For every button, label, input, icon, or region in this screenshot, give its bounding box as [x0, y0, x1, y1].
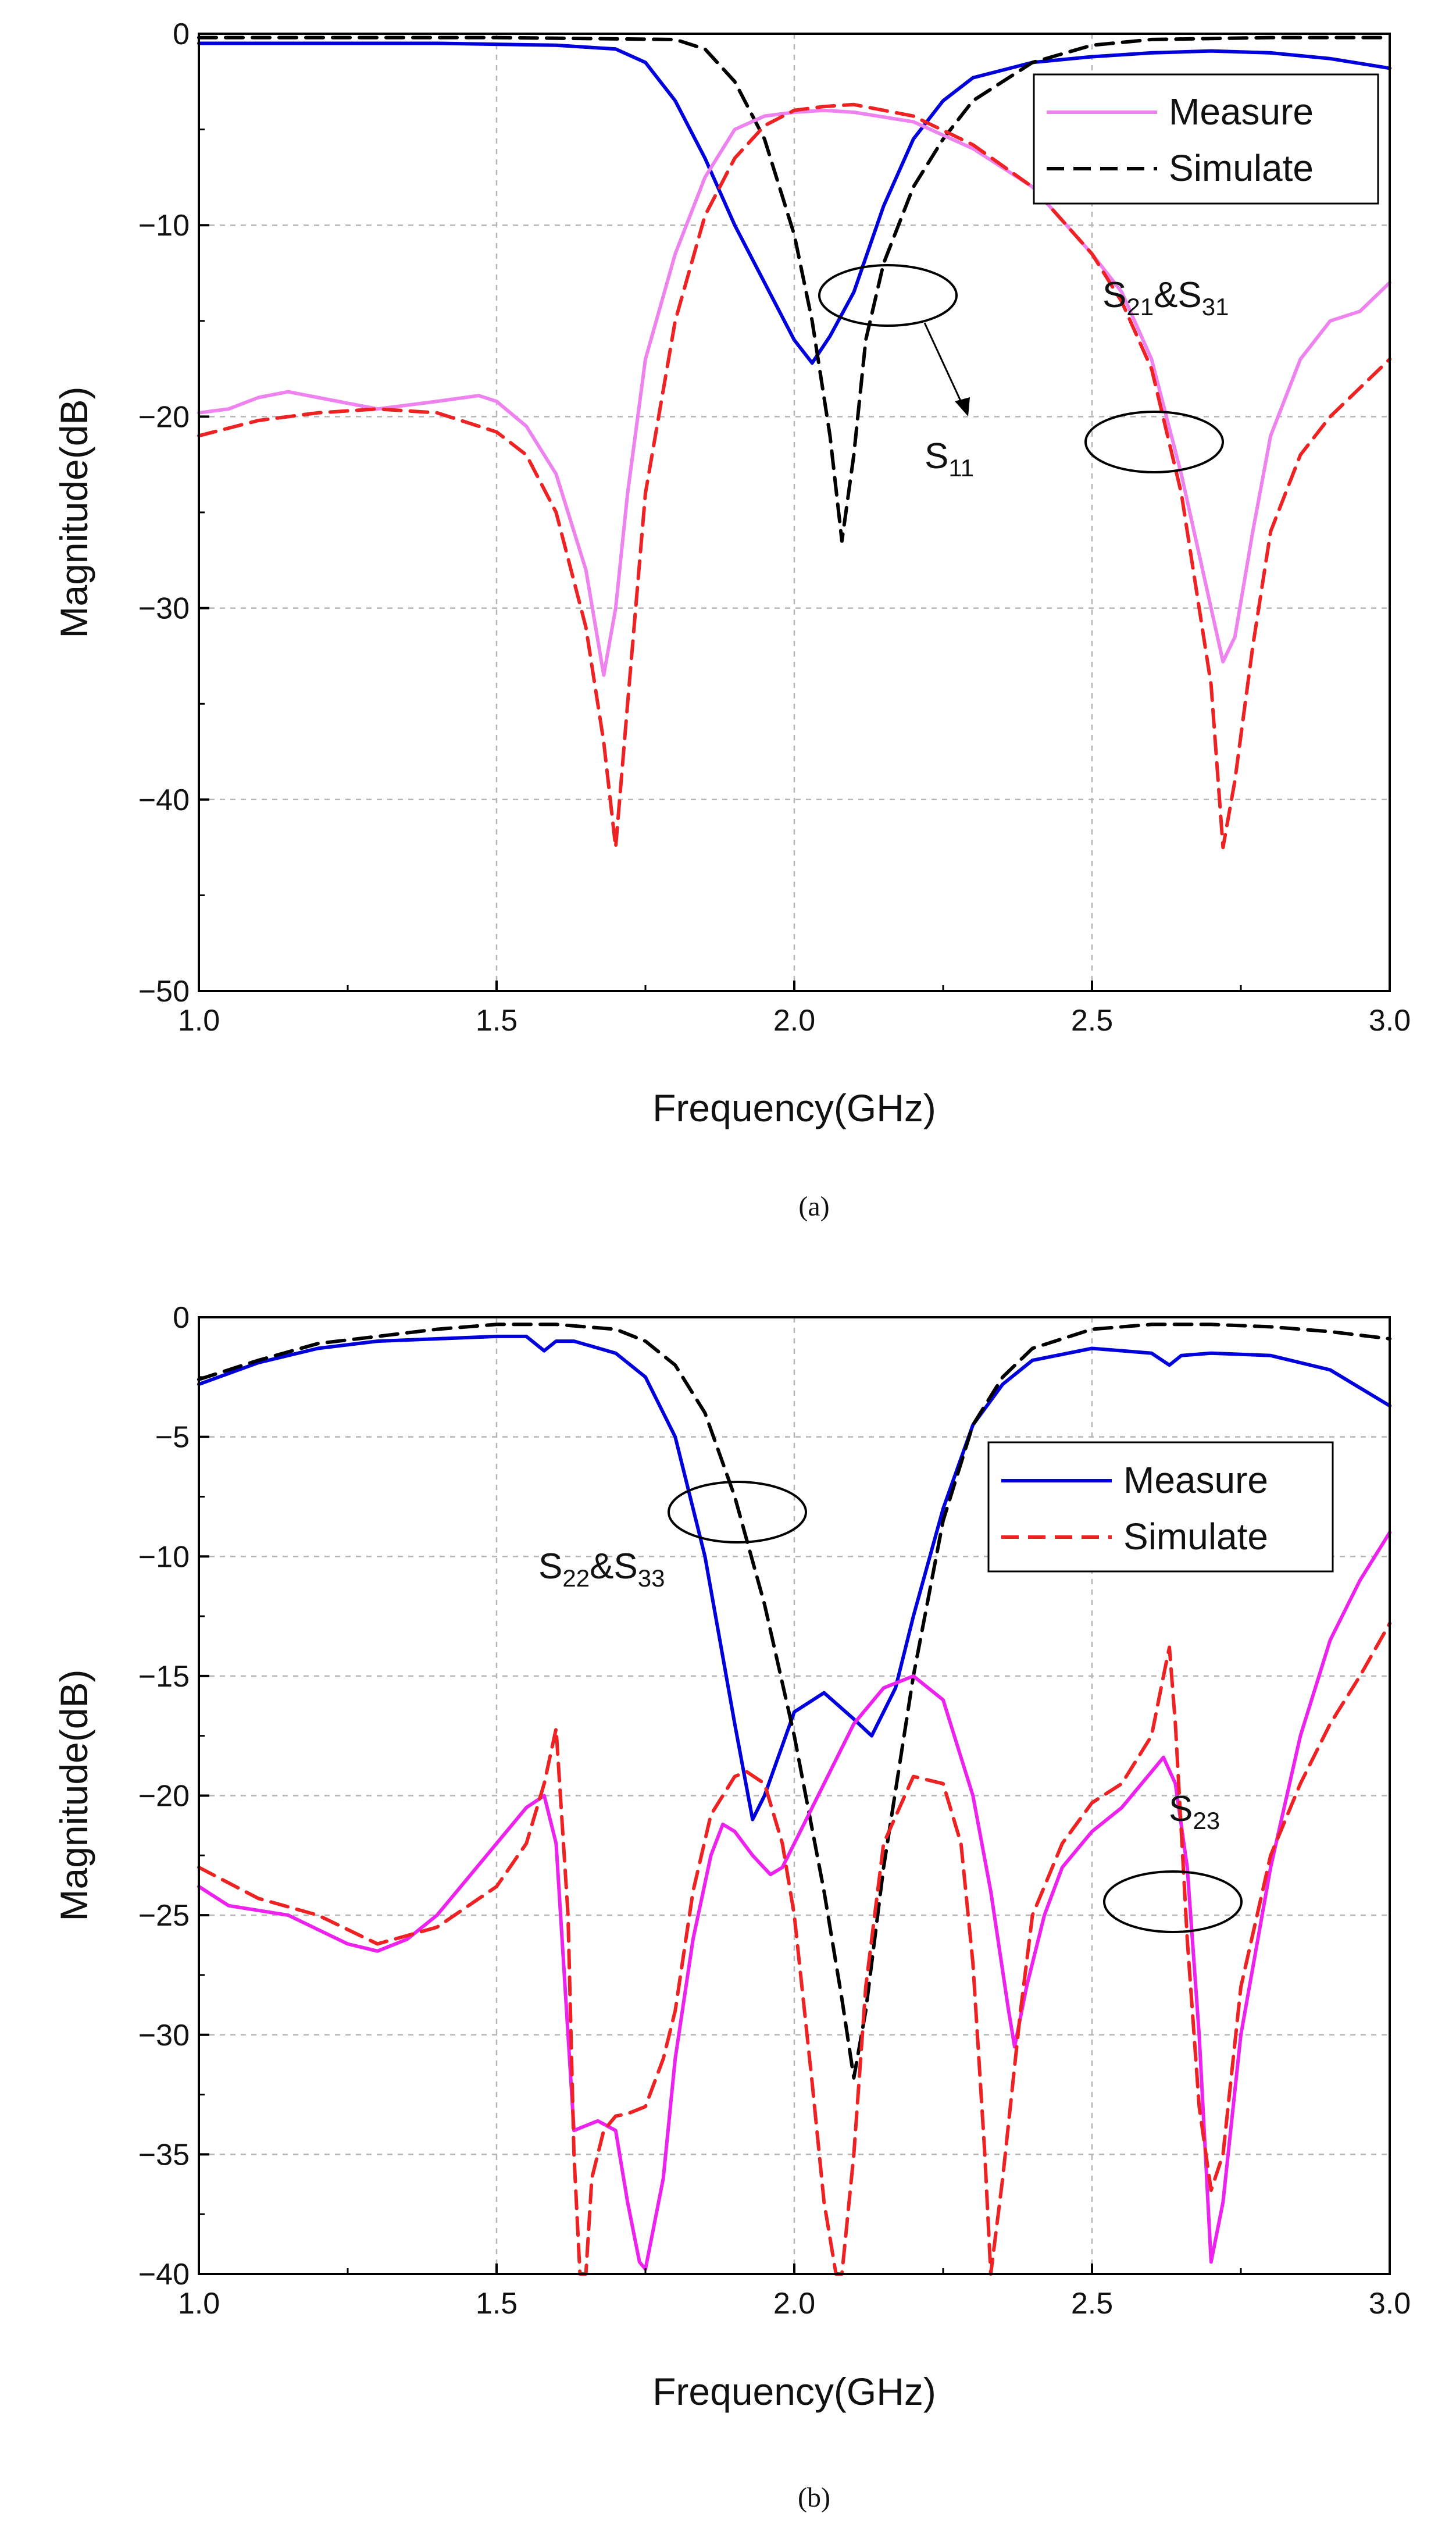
y-tick-label: −20: [138, 1780, 190, 1813]
y-tick-label: 0: [173, 17, 190, 51]
x-tick-label: 1.0: [178, 2287, 220, 2320]
series-line-a-0: [197, 41, 1391, 365]
x-tick-label: 1.5: [476, 2287, 518, 2320]
legend-label-a-0: Measure: [1169, 91, 1314, 133]
annotation-label-s21-s31: S21&S31: [1102, 275, 1229, 320]
x-tick-label: 3.0: [1369, 1004, 1411, 1038]
series-layer-a: [197, 35, 1391, 850]
series-line-a-3: [197, 102, 1391, 850]
annotation-ellipse-s21-s31: [1084, 411, 1224, 473]
x-tick-label: 1.5: [476, 1004, 518, 1038]
series-line-a-2: [197, 108, 1391, 677]
legend-b: Measure Simulate: [987, 1441, 1334, 1573]
y-tick-label: −35: [138, 2138, 190, 2172]
caption-b: (b): [798, 2482, 830, 2513]
annotation-s23: S23: [1103, 1789, 1243, 1933]
annotation-s21-s31: S21&S31: [1084, 275, 1229, 473]
annotation-label-s23: S23: [1169, 1789, 1220, 1834]
series-line-a-1: [197, 35, 1391, 543]
ticks-a: 1.0 1.5 2.0 2.5 3.0 0 −10 −20 −30 −40 −50: [138, 17, 1411, 1038]
series-line-b-1: [197, 1323, 1391, 2080]
y-axis-title-b: Magnitude(dB): [52, 1670, 95, 1922]
annotation-ellipse-s23: [1103, 1870, 1243, 1933]
y-axis-title-a: Magnitude(dB): [52, 387, 95, 639]
annotation-label-s22-s33: S22&S33: [538, 1546, 665, 1592]
caption-a: (a): [798, 1191, 829, 1222]
x-tick-label: 2.5: [1071, 2287, 1113, 2320]
y-tick-label: −40: [138, 783, 190, 817]
x-tick-label: 2.0: [773, 2287, 815, 2320]
annotation-s11: S11: [818, 264, 974, 482]
annotation-ellipse-s11: [818, 264, 958, 327]
series-line-b-0: [197, 1334, 1391, 1821]
annotation-ellipse-s22-s33: [668, 1481, 807, 1544]
chart-panel-a: 1.0 1.5 2.0 2.5 3.0 0 −10 −20 −30 −40 −50 Frequenc…: [52, 17, 1411, 1222]
legend-label-b-0: Measure: [1123, 1459, 1268, 1501]
y-tick-label: −30: [138, 2019, 190, 2052]
chart-panel-b: 1.0 1.5 2.0 2.5 3.00−5−10−15−20−25−30−35−40 …: [52, 1301, 1411, 2513]
y-tick-label: −50: [138, 975, 190, 1008]
y-tick-label: −10: [138, 1540, 190, 1574]
x-axis-title-b: Frequency(GHz): [652, 2370, 936, 2413]
y-tick-label: −15: [138, 1660, 190, 1694]
y-tick-label: 0: [173, 1301, 190, 1335]
legend-label-a-1: Simulate: [1169, 147, 1314, 189]
annotation-s22-s33: S22&S33: [538, 1481, 807, 1592]
annotation-label-s11: S11: [925, 436, 974, 482]
x-tick-label: 2.5: [1071, 1004, 1113, 1038]
y-tick-label: −25: [138, 1899, 190, 1933]
ticks-b: 1.0 1.5 2.0 2.5 3.0 0 −5 −10 −15 −20 −25 −30 −35 −40: [138, 1301, 1411, 2320]
y-tick-label: −40: [138, 2258, 190, 2291]
y-tick-label: −30: [138, 592, 190, 626]
legend-a: Measure Simulate: [1033, 73, 1379, 205]
x-tick-label: 1.0: [178, 1004, 220, 1038]
x-axis-title-a: Frequency(GHz): [652, 1086, 936, 1129]
legend-label-b-1: Simulate: [1123, 1516, 1268, 1557]
legend-box-a: [1033, 73, 1379, 205]
annotation-arrow-s11: [923, 322, 965, 408]
y-tick-label: −20: [138, 400, 190, 434]
x-tick-label: 3.0: [1369, 2287, 1411, 2320]
legend-box-b: [987, 1441, 1334, 1573]
y-tick-label: −10: [138, 209, 190, 243]
x-tick-label: 2.0: [773, 1004, 815, 1038]
y-tick-label: −5: [155, 1421, 190, 1455]
arrow-head-icon: [955, 397, 970, 416]
